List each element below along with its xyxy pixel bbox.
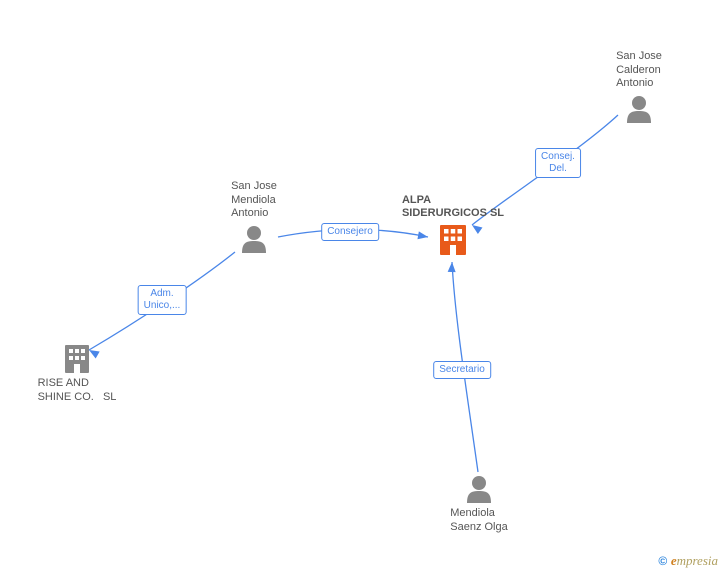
edge-arrowhead xyxy=(87,347,100,359)
person-icon[interactable] xyxy=(467,476,491,503)
edge-label: Consejero xyxy=(321,223,379,241)
brand-name: empresia xyxy=(671,553,718,568)
node-label: San Jose Calderon Antonio xyxy=(616,50,662,91)
company-icon[interactable] xyxy=(440,225,466,255)
edge-label: Adm. Unico,... xyxy=(138,285,187,315)
edge-arrowhead xyxy=(417,231,428,241)
person-icon[interactable] xyxy=(627,96,651,123)
edge-label: Consej. Del. xyxy=(535,148,581,178)
company-icon[interactable] xyxy=(65,345,89,373)
person-icon[interactable] xyxy=(242,226,266,253)
watermark: © empresia xyxy=(658,553,718,569)
node-label: Mendiola Saenz Olga xyxy=(450,507,507,535)
node-label: RISE AND SHINE CO. SL xyxy=(38,377,117,405)
edge-arrowhead xyxy=(470,222,483,234)
edge-label: Secretario xyxy=(433,361,491,379)
diagram-canvas: Consejero Consej. Del. Secretario Adm. Unic… xyxy=(0,0,728,575)
edge-arrowhead xyxy=(448,262,456,272)
node-label: San Jose Mendiola Antonio xyxy=(231,180,277,221)
node-label: ALPA SIDERURGICOS SL xyxy=(402,194,504,222)
copyright-symbol: © xyxy=(658,554,667,568)
